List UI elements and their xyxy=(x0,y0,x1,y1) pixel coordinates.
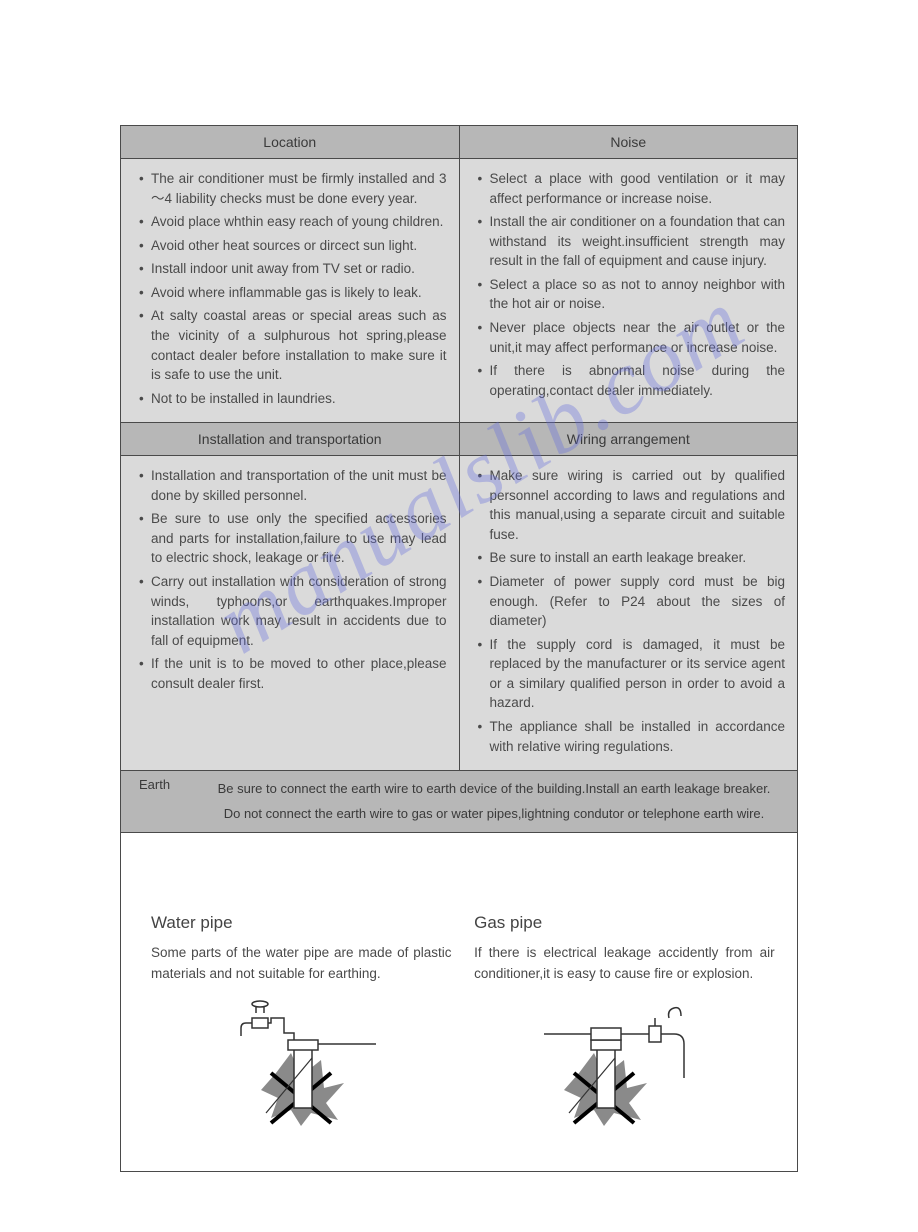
header-row-1: Location Noise xyxy=(121,126,798,159)
content-row-1: The air conditioner must be firmly insta… xyxy=(121,159,798,423)
pipes-cell: Water pipe Some parts of the water pipe … xyxy=(121,833,798,1172)
list-item: The appliance shall be installed in acco… xyxy=(478,717,786,756)
installation-list: Installation and transportation of the u… xyxy=(129,466,447,693)
earth-row: Earth Be sure to connect the earth wire … xyxy=(121,771,798,833)
earth-text: Be sure to connect the earth wire to ear… xyxy=(191,771,797,832)
noise-header: Noise xyxy=(459,126,798,159)
gas-pipe-illustration xyxy=(474,998,774,1131)
earth-container: Earth Be sure to connect the earth wire … xyxy=(121,771,798,833)
earth-label: Earth xyxy=(121,771,191,832)
gas-pipe-block: Gas pipe If there is electrical leakage … xyxy=(474,913,774,1131)
list-item: Avoid where inflammable gas is likely to… xyxy=(139,283,447,303)
list-item: Be sure to install an earth leakage brea… xyxy=(478,548,786,568)
content-row-2: Installation and transportation of the u… xyxy=(121,456,798,771)
list-item: Not to be installed in laundries. xyxy=(139,389,447,409)
instructions-table: Location Noise The air conditioner must … xyxy=(120,125,798,1172)
list-item: Make sure wiring is carried out by quali… xyxy=(478,466,786,544)
list-item: Be sure to use only the specified access… xyxy=(139,509,447,568)
list-item: Never place objects near the air outlet … xyxy=(478,318,786,357)
noise-list: Select a place with good ventilation or … xyxy=(468,169,786,400)
list-item: If the unit is to be moved to other plac… xyxy=(139,654,447,693)
water-pipe-title: Water pipe xyxy=(151,913,451,933)
noise-cell: Select a place with good ventilation or … xyxy=(459,159,798,423)
water-pipe-desc: Some parts of the water pipe are made of… xyxy=(151,943,451,984)
installation-cell: Installation and transportation of the u… xyxy=(121,456,460,771)
list-item: Select a place with good ventilation or … xyxy=(478,169,786,208)
list-item: Avoid place whthin easy reach of young c… xyxy=(139,212,447,232)
gas-pipe-desc: If there is electrical leakage accidentl… xyxy=(474,943,774,984)
list-item: At salty coastal areas or special areas … xyxy=(139,306,447,384)
list-item: The air conditioner must be firmly insta… xyxy=(139,169,447,208)
location-cell: The air conditioner must be firmly insta… xyxy=(121,159,460,423)
gas-pipe-title: Gas pipe xyxy=(474,913,774,933)
water-pipe-block: Water pipe Some parts of the water pipe … xyxy=(151,913,451,1131)
list-item: Carry out installation with consideratio… xyxy=(139,572,447,650)
earth-line-1: Be sure to connect the earth wire to ear… xyxy=(199,777,789,802)
list-item: Install the air conditioner on a foundat… xyxy=(478,212,786,271)
list-item: Select a place so as not to annoy neighb… xyxy=(478,275,786,314)
water-tap-icon xyxy=(216,998,386,1128)
list-item: Installation and transportation of the u… xyxy=(139,466,447,505)
wiring-cell: Make sure wiring is carried out by quali… xyxy=(459,456,798,771)
wiring-header: Wiring arrangement xyxy=(459,423,798,456)
earth-line-2: Do not connect the earth wire to gas or … xyxy=(199,802,789,827)
gas-valve-icon xyxy=(529,998,719,1128)
list-item: Diameter of power supply cord must be bi… xyxy=(478,572,786,631)
header-row-2: Installation and transportation Wiring a… xyxy=(121,423,798,456)
list-item: Avoid other heat sources or dircect sun … xyxy=(139,236,447,256)
list-item: If there is abnormal noise during the op… xyxy=(478,361,786,400)
installation-header: Installation and transportation xyxy=(121,423,460,456)
list-item: Install indoor unit away from TV set or … xyxy=(139,259,447,279)
water-pipe-illustration xyxy=(151,998,451,1131)
list-item: If the supply cord is damaged, it must b… xyxy=(478,635,786,713)
location-header: Location xyxy=(121,126,460,159)
pipes-row: Water pipe Some parts of the water pipe … xyxy=(121,833,798,1172)
earth-inner-table: Earth Be sure to connect the earth wire … xyxy=(121,771,797,832)
wiring-list: Make sure wiring is carried out by quali… xyxy=(468,466,786,756)
document-page: manualslib.com Location Noise The air co… xyxy=(0,0,918,1232)
location-list: The air conditioner must be firmly insta… xyxy=(129,169,447,408)
